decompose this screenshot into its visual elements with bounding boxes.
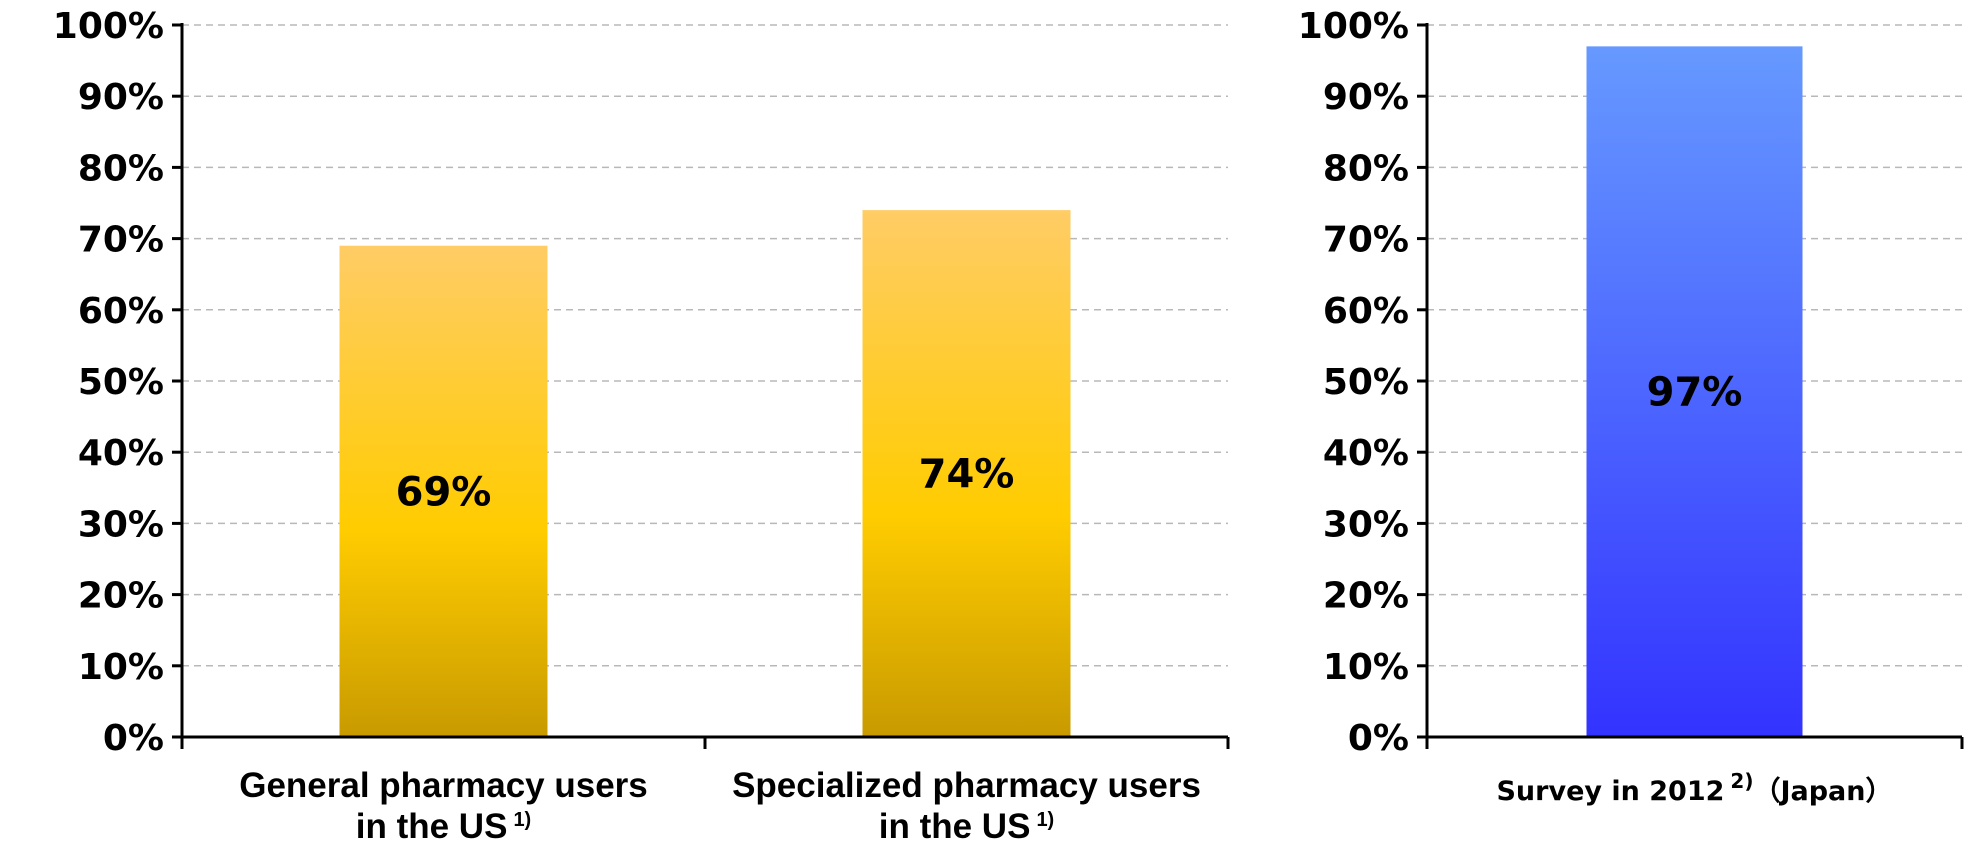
y-tick-label: 0% <box>103 718 164 759</box>
y-tick-label: 30% <box>78 504 164 545</box>
y-tick-label: 90% <box>1323 77 1409 118</box>
y-tick-label: 0% <box>1348 718 1409 759</box>
category-suffix: （Japan） <box>1753 776 1892 807</box>
y-tick-label: 10% <box>78 647 164 688</box>
y-tick-label: 60% <box>1323 291 1409 332</box>
y-tick-label: 20% <box>1323 576 1409 617</box>
y-tick-label: 40% <box>1323 433 1409 474</box>
data-label: 69% <box>396 469 492 515</box>
footnote-marker: 2) <box>1730 769 1753 793</box>
y-tick-label: 80% <box>1323 148 1409 189</box>
y-tick-label: 70% <box>78 220 164 261</box>
y-tick-label: 20% <box>78 576 164 617</box>
y-tick-label: 50% <box>78 362 164 403</box>
category-label: General pharmacy users <box>239 766 648 805</box>
data-label: 74% <box>919 452 1015 498</box>
y-tick-label: 60% <box>78 291 164 332</box>
footnote-marker: 1) <box>513 809 531 831</box>
data-label: 97% <box>1647 370 1743 416</box>
footnote-marker: 1) <box>1036 809 1054 831</box>
bar <box>1586 46 1803 738</box>
y-tick-label: 80% <box>78 148 164 189</box>
y-tick-label: 40% <box>78 433 164 474</box>
japan-survey-chart: 0% 10% 20% 30% 40% 50% 60% 70% 80% 90% 100% 97% Surv… <box>1298 6 1964 807</box>
y-tick-label: 30% <box>1323 504 1409 545</box>
category-label: in the US 1) <box>879 807 1054 846</box>
y-tick-label: 50% <box>1323 362 1409 403</box>
category-label: Survey in 2012 2)（Japan） <box>1496 769 1892 807</box>
y-tick-label: 100% <box>53 6 164 47</box>
y-tick-label: 90% <box>78 77 164 118</box>
bar <box>339 245 548 737</box>
y-tick-label: 10% <box>1323 647 1409 688</box>
y-tick-label: 70% <box>1323 220 1409 261</box>
category-label: in the US 1) <box>356 807 531 846</box>
us-pharmacy-chart: 0% 10% 20% 30% 40% 50% 60% 70% 80% 90% 100% 69% 74% G… <box>53 6 1230 846</box>
category-label: Specialized pharmacy users <box>732 766 1201 805</box>
bar <box>862 210 1071 737</box>
y-tick-label: 100% <box>1298 6 1409 47</box>
